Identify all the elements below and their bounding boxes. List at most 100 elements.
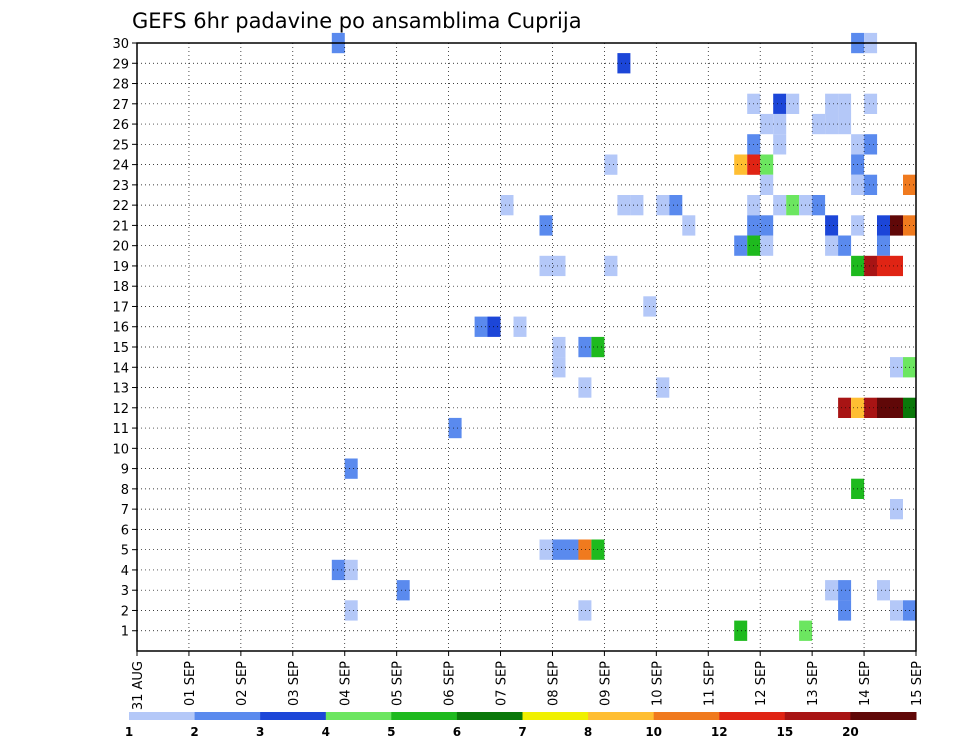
colorbar-swatch <box>588 712 655 720</box>
heatmap-cell-72 <box>838 397 852 418</box>
heatmap-cell-85 <box>578 539 592 560</box>
grid-lines <box>137 42 916 651</box>
y-tick-label: 21 <box>112 219 129 234</box>
heatmap-cell-51 <box>838 235 852 256</box>
x-tick-label: 13 SEP <box>806 661 821 706</box>
y-tick-label: 30 <box>112 37 129 52</box>
colorbar-label: 6 <box>453 725 461 739</box>
heatmap-cell-13 <box>825 113 839 135</box>
heatmap-cell-31 <box>656 195 670 216</box>
heatmap-cell-58 <box>877 255 890 277</box>
heatmap-cell-14 <box>838 113 852 135</box>
y-tick-label: 3 <box>121 584 129 599</box>
colorbar-label: 3 <box>256 725 264 739</box>
y-tick-label: 14 <box>112 361 129 376</box>
heatmap-cell-88 <box>344 559 358 581</box>
heatmap-cell-96 <box>890 600 903 621</box>
heatmap-cell-10 <box>760 113 774 135</box>
y-tick-label: 18 <box>112 280 129 295</box>
colorbar-swatch <box>719 712 786 720</box>
heatmap-cell-90 <box>825 580 839 601</box>
heatmap-cell-42 <box>825 215 839 236</box>
heatmap-cell-22 <box>760 154 774 175</box>
y-tick-label: 10 <box>112 442 129 457</box>
heatmap-cell-18 <box>864 134 878 155</box>
heatmap-cell-81 <box>890 499 903 520</box>
y-tick-label: 26 <box>112 118 129 133</box>
colorbar-swatch <box>456 712 523 720</box>
heatmap-cell-12 <box>812 113 826 135</box>
heatmap-cell-57 <box>864 255 878 277</box>
heatmap-cell-29 <box>617 195 631 216</box>
y-tick-label: 24 <box>112 159 129 174</box>
heatmap-cell-41 <box>760 215 774 236</box>
x-tick-label: 06 SEP <box>443 661 458 706</box>
heatmap-cell-28 <box>500 195 514 216</box>
colorbar-swatch <box>260 712 327 720</box>
x-tick-label: 12 SEP <box>754 661 769 706</box>
y-tick-label: 15 <box>112 341 129 356</box>
heatmap-cell-44 <box>877 215 890 236</box>
y-tick-label: 11 <box>112 422 129 437</box>
y-tick-label: 2 <box>121 604 129 619</box>
x-tick-label: 01 SEP <box>183 661 198 706</box>
heatmap-cell-94 <box>578 600 592 621</box>
heatmap-cell-8 <box>838 93 852 114</box>
heatmap-cell-89 <box>396 580 410 601</box>
y-tick-label: 29 <box>112 57 129 72</box>
x-tick-label: 14 SEP <box>858 661 873 706</box>
x-tick-label: 31 AUG <box>131 661 146 710</box>
x-tick-label: 08 SEP <box>546 661 561 706</box>
heatmap-cell-65 <box>578 336 592 358</box>
heatmap-cell-63 <box>513 316 527 337</box>
colorbar-label: 15 <box>776 725 793 739</box>
colorbar-swatch <box>325 712 392 720</box>
x-tick-label: 07 SEP <box>495 661 510 706</box>
heatmap-cell-19 <box>604 154 618 175</box>
y-tick-label: 25 <box>112 138 129 153</box>
heatmap-cell-70 <box>578 377 592 398</box>
y-tick-label: 12 <box>112 402 129 417</box>
heatmap-cell-71 <box>656 377 670 398</box>
y-tick-label: 9 <box>121 463 129 478</box>
heatmap-cell-37 <box>812 195 826 216</box>
y-tick-label: 8 <box>121 483 129 498</box>
x-tick-label: 10 SEP <box>650 661 665 706</box>
colorbar-label: 4 <box>322 725 330 739</box>
colorbar-label: 2 <box>190 725 198 739</box>
heatmap-cell-93 <box>344 600 358 621</box>
heatmap-cell-92 <box>877 580 890 601</box>
heatmap-cell-79 <box>344 458 358 479</box>
y-tick-label: 5 <box>121 544 129 559</box>
x-tick-label: 05 SEP <box>391 661 406 706</box>
heatmap-cell-52 <box>877 235 890 256</box>
x-tick-label: 02 SEP <box>235 661 250 706</box>
x-tick-label: 04 SEP <box>339 661 354 706</box>
y-tick-label: 4 <box>121 564 129 579</box>
colorbar-label: 20 <box>842 725 859 739</box>
heatmap-cell-83 <box>552 539 566 560</box>
x-tick-label: 15 SEP <box>910 661 925 706</box>
heatmap-cell-50 <box>825 235 839 256</box>
heatmap-cell-30 <box>630 195 644 216</box>
colorbar-label: 1 <box>125 725 133 739</box>
colorbar-label: 12 <box>711 725 728 739</box>
colorbar-swatch <box>129 712 196 720</box>
heatmap-cell-47 <box>734 235 748 256</box>
heatmap-cell-35 <box>786 195 800 216</box>
heatmap-cell-16 <box>773 134 787 155</box>
colorbar-label: 7 <box>518 725 526 739</box>
colorbar-label: 8 <box>584 725 592 739</box>
heatmap-cell-59 <box>890 255 903 277</box>
colorbar-label: 5 <box>387 725 395 739</box>
heatmap-cell-49 <box>760 235 774 256</box>
heatmap-cell-64 <box>552 336 566 358</box>
x-tick-label: 09 SEP <box>598 661 613 706</box>
heatmap-cell-87 <box>331 559 345 581</box>
heatmap-cell-5 <box>773 93 787 114</box>
heatmap-cell-54 <box>552 255 566 277</box>
y-tick-label: 7 <box>121 503 129 518</box>
heatmap-cell-67 <box>552 357 566 378</box>
x-axis-ticks: 31 AUG 01 SEP 02 SEP 03 SEP 04 SEP 05 SEP 06 S… <box>131 651 925 710</box>
